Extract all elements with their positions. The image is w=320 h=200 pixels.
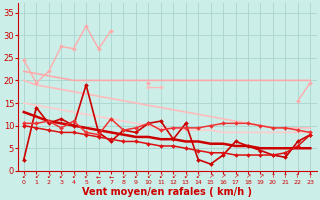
- X-axis label: Vent moyen/en rafales ( km/h ): Vent moyen/en rafales ( km/h ): [82, 187, 252, 197]
